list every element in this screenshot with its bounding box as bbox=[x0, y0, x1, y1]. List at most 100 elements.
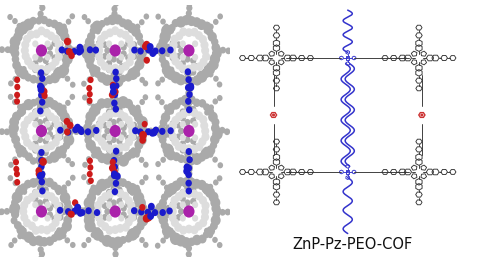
Circle shape bbox=[164, 104, 169, 110]
Circle shape bbox=[118, 134, 124, 141]
Circle shape bbox=[128, 213, 136, 222]
Circle shape bbox=[21, 147, 26, 153]
Circle shape bbox=[235, 208, 241, 214]
Circle shape bbox=[102, 235, 113, 247]
Circle shape bbox=[103, 179, 112, 188]
Circle shape bbox=[132, 127, 139, 134]
Circle shape bbox=[186, 1, 192, 7]
Circle shape bbox=[37, 10, 44, 17]
Circle shape bbox=[46, 236, 54, 246]
Circle shape bbox=[32, 66, 38, 73]
Circle shape bbox=[211, 215, 221, 226]
Circle shape bbox=[159, 128, 166, 135]
Circle shape bbox=[210, 141, 217, 149]
Circle shape bbox=[86, 77, 92, 83]
Circle shape bbox=[211, 204, 220, 214]
Circle shape bbox=[187, 16, 196, 26]
Circle shape bbox=[60, 192, 70, 203]
Circle shape bbox=[157, 128, 168, 140]
Circle shape bbox=[243, 135, 250, 142]
Circle shape bbox=[199, 115, 207, 124]
Circle shape bbox=[113, 148, 120, 155]
Circle shape bbox=[130, 228, 136, 234]
Circle shape bbox=[37, 74, 44, 81]
Circle shape bbox=[87, 100, 92, 106]
Circle shape bbox=[109, 91, 115, 99]
Circle shape bbox=[156, 161, 161, 167]
Circle shape bbox=[243, 201, 250, 208]
Circle shape bbox=[142, 47, 148, 54]
Circle shape bbox=[37, 107, 44, 114]
Circle shape bbox=[109, 164, 116, 172]
Circle shape bbox=[39, 85, 46, 92]
Circle shape bbox=[94, 201, 102, 210]
Circle shape bbox=[103, 17, 111, 26]
Circle shape bbox=[111, 80, 118, 87]
Circle shape bbox=[131, 106, 142, 118]
Circle shape bbox=[192, 17, 202, 27]
Circle shape bbox=[176, 214, 181, 221]
Circle shape bbox=[113, 82, 120, 89]
Circle shape bbox=[83, 123, 92, 133]
Circle shape bbox=[204, 28, 209, 34]
Circle shape bbox=[120, 236, 127, 244]
Circle shape bbox=[168, 230, 176, 239]
Circle shape bbox=[139, 137, 146, 144]
Circle shape bbox=[39, 186, 46, 193]
Circle shape bbox=[127, 121, 135, 130]
Circle shape bbox=[45, 63, 51, 70]
Circle shape bbox=[186, 95, 192, 102]
Circle shape bbox=[95, 52, 103, 61]
Circle shape bbox=[87, 32, 96, 41]
Circle shape bbox=[12, 156, 18, 162]
Circle shape bbox=[96, 189, 101, 195]
Circle shape bbox=[38, 178, 45, 185]
Circle shape bbox=[56, 67, 61, 73]
Circle shape bbox=[81, 174, 87, 180]
Circle shape bbox=[181, 177, 191, 188]
Circle shape bbox=[91, 207, 97, 214]
Circle shape bbox=[68, 127, 74, 134]
Circle shape bbox=[56, 146, 61, 152]
Circle shape bbox=[186, 187, 192, 194]
Circle shape bbox=[205, 187, 215, 198]
Circle shape bbox=[57, 41, 63, 48]
Circle shape bbox=[23, 196, 31, 205]
Circle shape bbox=[252, 128, 258, 134]
Circle shape bbox=[82, 14, 87, 20]
Circle shape bbox=[194, 222, 203, 231]
Circle shape bbox=[156, 129, 162, 135]
Circle shape bbox=[146, 47, 152, 54]
Circle shape bbox=[133, 192, 144, 204]
Circle shape bbox=[169, 40, 176, 47]
Circle shape bbox=[181, 15, 191, 25]
Circle shape bbox=[13, 32, 23, 42]
Circle shape bbox=[37, 172, 44, 180]
Circle shape bbox=[203, 231, 210, 238]
Circle shape bbox=[211, 38, 218, 46]
Circle shape bbox=[113, 106, 119, 113]
Circle shape bbox=[30, 99, 37, 107]
Circle shape bbox=[142, 129, 148, 135]
Circle shape bbox=[159, 209, 166, 216]
Circle shape bbox=[94, 207, 102, 216]
Circle shape bbox=[144, 209, 151, 216]
Circle shape bbox=[89, 64, 99, 75]
Circle shape bbox=[249, 122, 255, 129]
Circle shape bbox=[155, 94, 161, 100]
Circle shape bbox=[165, 209, 171, 216]
Circle shape bbox=[28, 112, 36, 121]
Circle shape bbox=[25, 152, 33, 161]
Circle shape bbox=[101, 62, 109, 71]
Circle shape bbox=[93, 47, 99, 54]
Circle shape bbox=[121, 223, 130, 232]
Circle shape bbox=[47, 44, 53, 51]
Circle shape bbox=[24, 231, 34, 243]
Circle shape bbox=[113, 166, 119, 172]
Circle shape bbox=[12, 191, 23, 203]
Circle shape bbox=[125, 215, 132, 222]
Circle shape bbox=[197, 19, 206, 30]
Circle shape bbox=[186, 81, 192, 88]
Circle shape bbox=[13, 166, 19, 172]
Circle shape bbox=[158, 37, 168, 47]
